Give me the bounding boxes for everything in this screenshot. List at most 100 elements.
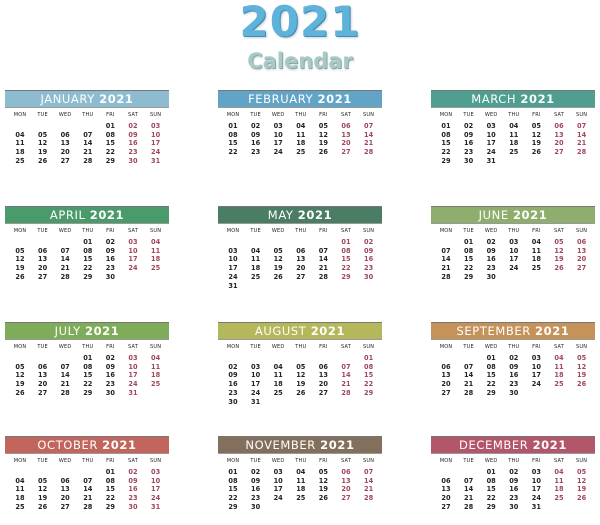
day-cell: 24 [531, 494, 541, 503]
day-cell: 03 [128, 354, 138, 362]
day-cell: 07 [441, 246, 451, 255]
day-cell: 01 [464, 238, 474, 246]
day-cell: 05 [38, 130, 48, 139]
day-cell: 20 [38, 380, 48, 389]
month-name: JULY [54, 324, 85, 338]
day-cell: 25 [554, 494, 564, 503]
day-cell: 20 [318, 380, 328, 389]
day-cell: 27 [341, 148, 351, 157]
day-cell: 12 [296, 371, 306, 380]
weekday-label: SAT [341, 344, 351, 350]
weekday-label: TUE [37, 344, 48, 350]
day-cell: 30 [128, 502, 138, 511]
day-cell: 29 [83, 388, 93, 397]
day-cell: 13 [60, 485, 70, 494]
day-cell: 09 [251, 476, 261, 485]
weekday-label: WED [484, 228, 498, 234]
day-cell: 10 [531, 362, 541, 371]
weekday-label: THU [295, 344, 307, 350]
weekday-label: MON [226, 112, 240, 118]
day-cell: 07 [577, 122, 587, 130]
day-cell: 25 [151, 380, 161, 389]
day-cell: 13 [441, 371, 451, 380]
weekday-header-row: MON TUE WED THU FRI SAT SUN [5, 457, 169, 465]
month-name: MARCH [471, 92, 521, 106]
day-cell: 21 [318, 264, 328, 273]
day-cell: 06 [341, 468, 351, 476]
day-cell: 27 [577, 264, 587, 273]
day-cell: 08 [83, 246, 93, 255]
calendar-year-title: 2021 [239, 0, 361, 46]
day-cell: 30 [128, 156, 138, 165]
day-cell: 24 [128, 380, 138, 389]
day-cell: 07 [60, 246, 70, 255]
day-cell: 25 [151, 264, 161, 273]
day-cell: 28 [60, 272, 70, 281]
month-header: APRIL 2021 [5, 206, 169, 224]
day-cell: 07 [464, 476, 474, 485]
weekday-label: SUN [363, 228, 375, 234]
weekday-label: FRI [532, 112, 541, 118]
day-cell: 19 [577, 371, 587, 380]
day-cell: 15 [341, 255, 351, 264]
month-header: JUNE 2021 [431, 206, 595, 224]
day-cell: 11 [296, 130, 306, 139]
day-cell: 06 [341, 122, 351, 130]
day-cell: 15 [83, 371, 93, 380]
day-cell: 23 [364, 264, 374, 273]
day-cell: 21 [83, 148, 93, 157]
day-cell: 22 [486, 494, 496, 503]
day-cell: 30 [105, 272, 115, 281]
weekday-label: TUE [37, 228, 48, 234]
day-cell: 02 [105, 238, 115, 246]
day-cell: 15 [228, 139, 238, 148]
day-cell: 01 [364, 354, 374, 362]
weekday-label: THU [508, 228, 520, 234]
day-cell: 25 [251, 272, 261, 281]
day-cell: 14 [60, 371, 70, 380]
day-cell: 17 [273, 139, 283, 148]
day-cell: 03 [228, 246, 238, 255]
day-cell: 28 [464, 388, 474, 397]
day-cell: 19 [15, 264, 25, 273]
day-cell: 01 [83, 238, 93, 246]
weekday-label: SUN [576, 112, 588, 118]
weekday-header-row: MON TUE WED THU FRI SAT SUN [431, 111, 595, 119]
day-cell: 22 [105, 148, 115, 157]
day-cell: 23 [105, 264, 115, 273]
day-cell: 17 [531, 485, 541, 494]
day-cell: 14 [364, 130, 374, 139]
day-cell: 05 [577, 468, 587, 476]
weekday-header-row: MON TUE WED THU FRI SAT SUN [431, 343, 595, 351]
day-cell: 31 [531, 502, 541, 511]
day-cell: 31 [151, 156, 161, 165]
weekday-label: WED [484, 344, 498, 350]
weekday-label: THU [82, 228, 94, 234]
day-cell: 17 [128, 255, 138, 264]
day-cell: 11 [15, 139, 25, 148]
day-cell: 15 [486, 485, 496, 494]
month-year: 2021 [320, 438, 355, 452]
weekday-label: THU [508, 112, 520, 118]
day-cell: 13 [60, 139, 70, 148]
month-year: 2021 [297, 208, 333, 222]
day-cell: 03 [128, 238, 138, 246]
day-cell: 27 [318, 388, 328, 397]
day-cell: 18 [531, 255, 541, 264]
day-cell: 17 [273, 485, 283, 494]
day-cell: 01 [486, 354, 496, 362]
day-cell: 16 [105, 371, 115, 380]
weekday-label: MON [13, 458, 27, 464]
day-cell: 04 [531, 238, 541, 246]
day-cell: 17 [251, 380, 261, 389]
weekday-label: SAT [128, 458, 138, 464]
day-cell: 26 [318, 148, 328, 157]
day-cell: 14 [83, 485, 93, 494]
weekday-label: SUN [576, 458, 588, 464]
month-header: MARCH 2021 [431, 90, 595, 108]
day-cell: 23 [251, 494, 261, 503]
day-cell: 07 [341, 362, 351, 371]
day-cell: 27 [341, 494, 351, 503]
day-cell: 14 [341, 371, 351, 380]
day-cell: 07 [83, 476, 93, 485]
